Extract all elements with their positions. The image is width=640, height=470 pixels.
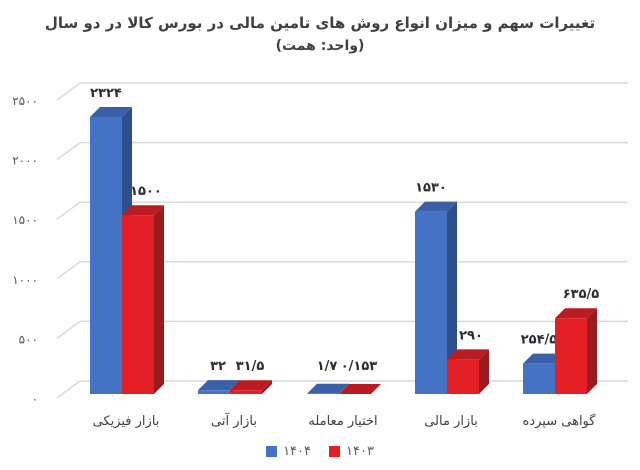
data-label: ۱/۷ (317, 359, 338, 374)
bar-top (90, 106, 132, 117)
bar-۱۴۰۴ (415, 211, 447, 394)
bar-top (307, 383, 349, 394)
bar-side (262, 380, 272, 394)
chart-subtitle: (واحد: همت) (275, 38, 365, 54)
bar-top (523, 353, 565, 364)
category-label: بازار مالی (424, 414, 478, 429)
bar-۱۴۰۳ (122, 215, 154, 394)
bar-top (230, 380, 272, 391)
bar-۱۴۰۴ (523, 363, 555, 394)
category-label: گواهی سپرده (523, 413, 597, 429)
gridline-side (56, 82, 81, 101)
legend-item-1404: ۱۴۰۴ (266, 444, 311, 459)
y-tick-label: ۱۰۰۰ (12, 273, 38, 287)
legend-item-1403: ۱۴۰۳ (329, 444, 374, 459)
gridline-side (56, 141, 81, 161)
bar-chart: ۰ ۵۰۰ ۱۰۰۰ ۱۵۰۰ ۲۰۰۰ ۲۵۰۰ ۲۳۲۴ ۱۵۰۰ بازار فیزیکی… (12, 82, 628, 429)
gridline-side (56, 201, 81, 220)
bar-۱۴۰۴ (198, 390, 230, 394)
data-label: ۱۵۰۰ (130, 184, 162, 199)
bar-top (339, 383, 381, 394)
category-label: بازار فیزیکی (93, 414, 160, 429)
y-tick-label: ۲۰۰۰ (12, 154, 38, 168)
legend-swatch-blue-icon (266, 446, 278, 457)
chart-title: تغییرات سهم و میزان انواع روش های تامین … (0, 14, 640, 54)
bar-۱۴۰۳ (230, 390, 262, 394)
bar-top (555, 308, 597, 319)
data-label: ۲۵۴/۵ (521, 333, 558, 348)
data-label: ۶۳۵/۵ (563, 287, 600, 302)
bar-top (447, 349, 489, 360)
bar-side (154, 205, 164, 394)
gridline-side (56, 380, 81, 399)
data-label: ۲۳۲۴ (90, 86, 122, 101)
category-label: بازار آتی (211, 412, 257, 429)
bar-side (479, 349, 489, 394)
y-tick-label: ۱۵۰۰ (12, 213, 38, 227)
bar-۱۴۰۴ (90, 116, 122, 395)
data-label: ۰/۱۵۳ (341, 359, 378, 374)
bar-side (339, 383, 349, 394)
legend-swatch-red-icon (329, 446, 340, 457)
bar-side (587, 308, 597, 394)
legend: ۱۴۰۴ ۱۴۰۳ (0, 444, 640, 459)
data-label: ۳۱/۵ (236, 359, 265, 374)
bar-side (447, 201, 457, 394)
bar-۱۴۰۳ (447, 359, 479, 394)
bar-top (198, 380, 240, 391)
gridline-side (56, 261, 81, 280)
legend-label-1404: ۱۴۰۴ (283, 444, 311, 459)
bar-۱۴۰۳ (555, 318, 587, 394)
bar-side (371, 383, 381, 394)
y-tick-label: ۲۵۰۰ (12, 94, 38, 108)
data-label: ۳۲ (210, 359, 226, 374)
y-tick-label: ۵۰۰ (19, 332, 38, 346)
bar-top (415, 201, 457, 212)
bar-top (122, 205, 164, 216)
gridline-side (56, 320, 81, 340)
legend-label-1403: ۱۴۰۳ (346, 444, 374, 459)
data-label: ۲۹۰ (459, 328, 483, 343)
data-label: ۱۵۳۰ (415, 181, 447, 196)
chart-title-text: تغییرات سهم و میزان انواع روش های تامین … (44, 14, 596, 32)
y-tick-label: ۰ (32, 392, 38, 406)
category-label: اختیار معامله (308, 414, 377, 429)
